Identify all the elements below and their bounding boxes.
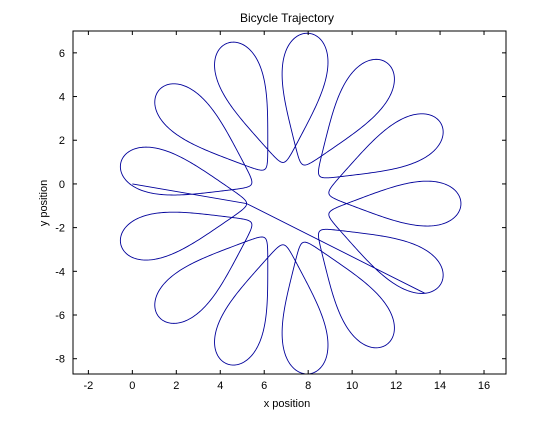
x-tick-label: 8 bbox=[305, 380, 311, 392]
y-tick-label: -8 bbox=[55, 354, 65, 366]
y-tick-label: 4 bbox=[59, 92, 65, 104]
trajectory-group bbox=[119, 32, 462, 375]
plot-area bbox=[73, 31, 506, 374]
x-tick-label: -2 bbox=[83, 380, 93, 392]
x-tick-label: 4 bbox=[217, 380, 223, 392]
y-tick-label: 0 bbox=[59, 179, 65, 191]
x-axis-label: x position bbox=[264, 398, 310, 410]
x-tick-label: 12 bbox=[390, 380, 402, 392]
x-axis: -2 0 2 4 6 8 10 12 14 16 bbox=[83, 31, 490, 392]
axes-box bbox=[72, 30, 507, 375]
y-tick-label: 2 bbox=[59, 135, 65, 147]
trajectory-line bbox=[119, 32, 462, 375]
x-tick-label: 16 bbox=[478, 380, 490, 392]
y-axis-label: y position bbox=[38, 180, 50, 226]
x-tick-label: 14 bbox=[434, 380, 446, 392]
y-axis: -8 -6 -4 -2 0 2 4 6 bbox=[55, 48, 506, 366]
x-tick-label: 10 bbox=[346, 380, 358, 392]
chart-title: Bicycle Trajectory bbox=[240, 11, 334, 25]
x-tick-label: 2 bbox=[173, 380, 179, 392]
y-tick-label: -6 bbox=[55, 310, 65, 322]
x-tick-label: 0 bbox=[129, 380, 135, 392]
y-tick-label: -4 bbox=[55, 266, 65, 278]
y-tick-label: -2 bbox=[55, 223, 65, 235]
x-tick-label: 6 bbox=[261, 380, 267, 392]
y-tick-label: 6 bbox=[59, 48, 65, 60]
